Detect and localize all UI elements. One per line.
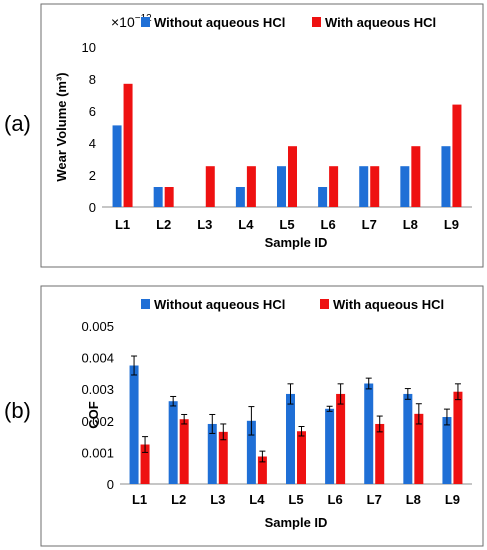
chart-b-y-label: COF [86, 401, 101, 429]
a-category-label: L6 [321, 217, 336, 232]
b-category-label: L6 [328, 492, 343, 507]
panel-a-label: (a) [4, 111, 31, 136]
a-bar-l9-s1 [441, 146, 451, 207]
b-bar-l4-s2 [257, 456, 267, 484]
b-y-tick-label: 0.002 [81, 414, 114, 429]
b-category-label: L3 [210, 492, 225, 507]
b-bar-l2-s2 [179, 419, 189, 484]
b-legend-swatch-2 [320, 299, 329, 309]
a-bar-l9-s2 [452, 104, 462, 207]
a-y-tick-label: 6 [89, 104, 96, 119]
b-category-label: L2 [171, 492, 186, 507]
a-bar-l2-s1 [153, 187, 163, 207]
a-legend-label-2: With aqueous HCl [325, 15, 436, 30]
b-category-label: L9 [445, 492, 460, 507]
a-legend-swatch-2 [312, 17, 321, 27]
a-bar-l1-s2 [123, 83, 133, 207]
chart-b-categories: L1 L2 L3 L4 L5 L6 L7 L8 L9 [132, 492, 460, 507]
b-bar-l4-s1 [246, 420, 256, 484]
chart-b-y-ticks: 0 0.001 0.002 0.003 0.004 0.005 [81, 319, 114, 492]
b-bar-l2-s1 [168, 401, 178, 484]
b-y-tick-label: 0.004 [81, 351, 114, 366]
a-bar-l1-s1 [112, 125, 122, 207]
b-y-tick-label: 0 [107, 477, 114, 492]
a-category-label: L1 [115, 217, 130, 232]
b-legend-label-2: With aqueous HCl [333, 297, 444, 312]
b-category-label: L5 [288, 492, 303, 507]
a-category-label: L5 [279, 217, 294, 232]
panel-b-frame [40, 285, 484, 547]
a-category-label: L7 [362, 217, 377, 232]
b-bar-l1-s1 [129, 365, 139, 484]
chart-a-bars [112, 83, 462, 207]
a-bar-l7-s1 [359, 166, 369, 207]
a-bar-l4-s1 [235, 187, 245, 207]
b-category-label: L8 [406, 492, 421, 507]
chart-b: Without aqueous HCl With aqueous HCl 0 0.0… [81, 297, 472, 530]
b-bar-l7-s1 [364, 383, 374, 484]
a-y-tick-label: 8 [89, 72, 96, 87]
a-bar-l8-s1 [400, 166, 410, 207]
a-legend-label-1: Without aqueous HCl [154, 15, 285, 30]
chart-b-x-label: Sample ID [265, 515, 328, 530]
a-bar-l6-s2 [329, 166, 339, 207]
b-category-label: L1 [132, 492, 147, 507]
b-y-tick-label: 0.001 [81, 445, 114, 460]
b-bar-l6-s1 [325, 408, 335, 484]
b-bar-l5-s1 [286, 393, 295, 484]
b-bar-l8-s1 [403, 393, 413, 484]
chart-a-x-label: Sample ID [265, 235, 328, 250]
b-category-label: L4 [249, 492, 265, 507]
b-y-tick-label: 0.003 [81, 382, 114, 397]
chart-a-y-ticks: 0 2 4 6 8 10 [82, 40, 96, 215]
a-category-label: L9 [444, 217, 459, 232]
b-category-label: L7 [367, 492, 382, 507]
a-y-tick-label: 10 [82, 40, 96, 55]
chart-a-legend: Without aqueous HCl With aqueous HCl [141, 15, 436, 30]
a-y-tick-label: 0 [89, 200, 96, 215]
a-bar-l2-s2 [164, 187, 174, 207]
b-legend-swatch-1 [141, 299, 150, 309]
b-bar-l3-s1 [207, 423, 217, 484]
b-y-tick-label: 0.005 [81, 319, 114, 334]
b-bar-l9-s2 [453, 391, 463, 484]
a-bar-l6-s1 [318, 187, 328, 207]
a-bar-l4-s2 [246, 166, 256, 207]
chart-b-bars [129, 355, 463, 484]
a-bar-l7-s2 [370, 166, 380, 207]
a-bar-l5-s2 [288, 146, 297, 207]
b-legend-label-1: Without aqueous HCl [154, 297, 285, 312]
a-category-label: L4 [238, 217, 254, 232]
a-category-label: L2 [156, 217, 171, 232]
chart-b-legend: Without aqueous HCl With aqueous HCl [141, 297, 444, 312]
a-y-tick-label: 4 [89, 136, 96, 151]
a-bar-l8-s2 [411, 146, 421, 207]
a-bar-l3-s2 [205, 166, 215, 207]
a-bar-l5-s1 [277, 166, 286, 207]
b-bar-l5-s2 [297, 431, 306, 484]
chart-a-categories: L1 L2 L3 L4 L5 L6 L7 L8 L9 [115, 217, 459, 232]
a-legend-swatch-1 [141, 17, 150, 27]
b-bar-l3-s2 [218, 431, 228, 484]
a-category-label: L8 [403, 217, 418, 232]
a-y-tick-label: 2 [89, 168, 96, 183]
b-bar-l7-s2 [375, 423, 385, 484]
panel-b-label: (b) [4, 398, 31, 423]
panel-b: (b) Without aqueous HCl With aqueous HCl … [4, 285, 484, 547]
b-bar-l8-s2 [414, 413, 424, 484]
a-category-label: L3 [197, 217, 212, 232]
panel-a-frame [40, 3, 484, 268]
b-bar-l1-s2 [140, 444, 150, 484]
b-bar-l6-s2 [336, 393, 346, 484]
chart-a-y-label: Wear Volume (m³) [54, 72, 69, 181]
b-bar-l9-s1 [442, 417, 452, 484]
